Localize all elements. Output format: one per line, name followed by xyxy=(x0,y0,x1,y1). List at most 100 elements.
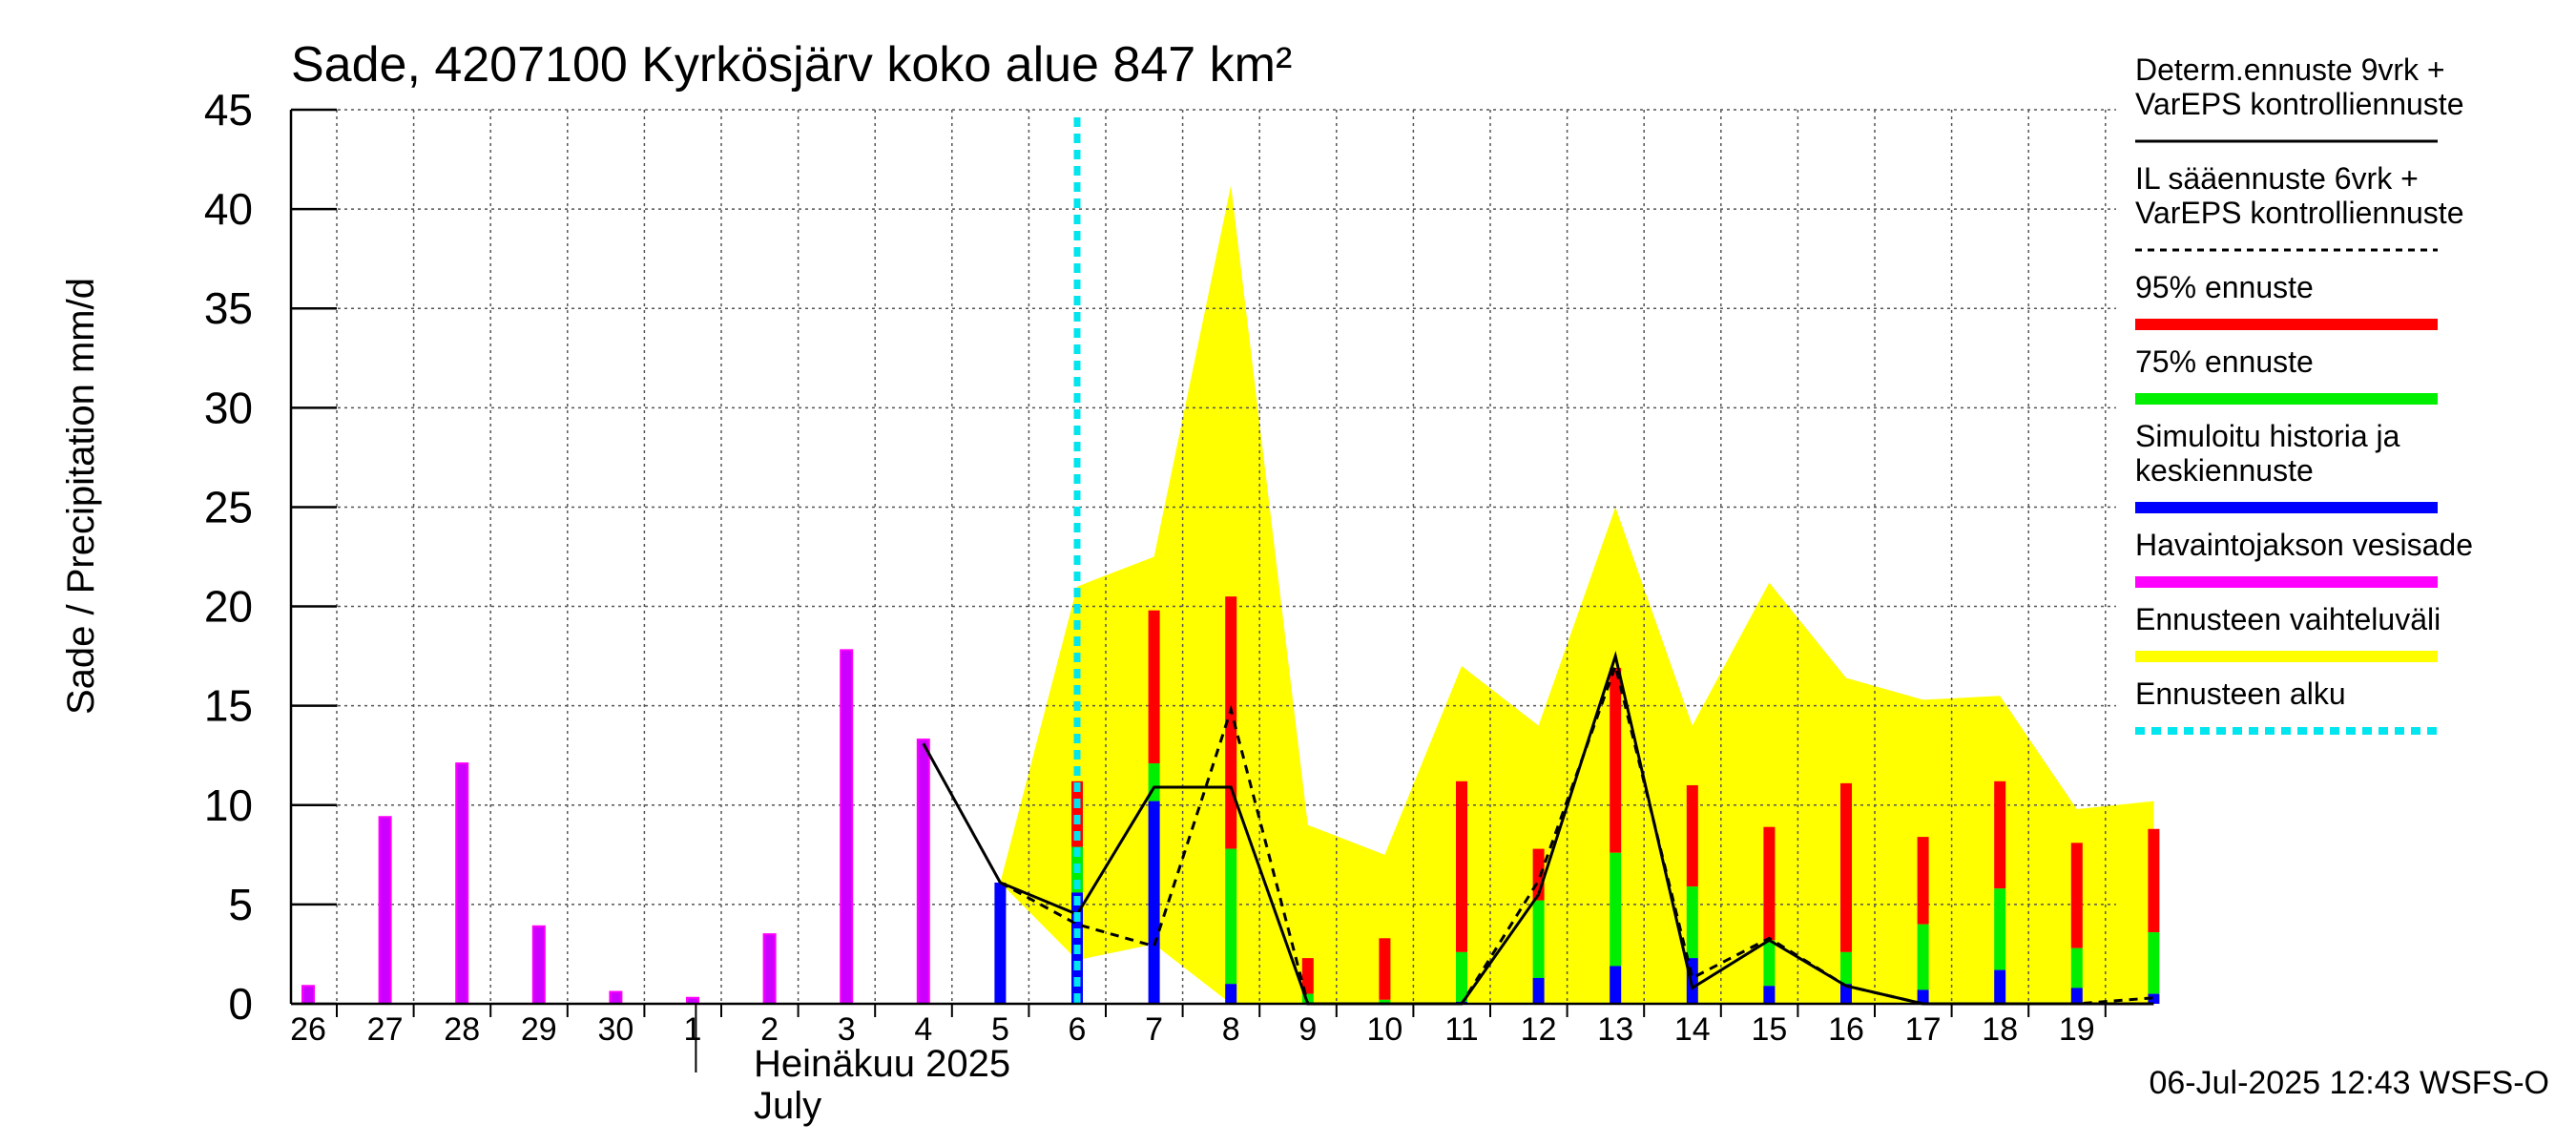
forecast-bar-p95 xyxy=(1379,938,1391,1000)
legend-label: 95% ennuste xyxy=(2135,270,2314,304)
forecast-bar-p75 xyxy=(1763,940,1776,987)
y-axis-label: Sade / Precipitation mm/d xyxy=(60,278,102,715)
legend-label: Simuloitu historia ja xyxy=(2135,419,2400,453)
legend-entry: Ennusteen alku xyxy=(2135,677,2438,735)
forecast-bar-p95 xyxy=(1917,837,1929,925)
legend-entry: Havaintojakson vesisade xyxy=(2135,528,2473,588)
y-tick-label: 35 xyxy=(204,283,253,333)
forecast-bar-median xyxy=(1917,989,1929,1004)
forecast-bar-p75 xyxy=(2070,947,2083,989)
x-tick-label: 15 xyxy=(1751,1011,1787,1048)
x-tick-label: 2 xyxy=(760,1011,779,1048)
y-tick-label: 10 xyxy=(204,781,253,830)
grid xyxy=(291,109,2116,1004)
legend-label: VarEPS kontrolliennuste xyxy=(2135,87,2463,121)
forecast-bar-median xyxy=(1763,986,1776,1004)
observed-bar xyxy=(762,933,777,1005)
observed-bar xyxy=(916,739,930,1005)
forecast-bar-p95 xyxy=(1301,958,1314,994)
forecast-bar-p95 xyxy=(1686,784,1698,887)
forecast-bar-p95 xyxy=(1225,596,1237,849)
x-tick-label: 17 xyxy=(1905,1011,1942,1048)
timestamp-footer: 06-Jul-2025 12:43 WSFS-O xyxy=(2149,1065,2549,1101)
forecast-bar-p95 xyxy=(1840,782,1852,952)
x-tick-label: 6 xyxy=(1069,1011,1087,1048)
x-tick-label: 14 xyxy=(1674,1011,1711,1048)
observed-bar xyxy=(455,762,469,1005)
chart-title: Sade, 4207100 Kyrkösjärv koko alue 847 k… xyxy=(291,37,1292,93)
legend-label: IL sääennuste 6vrk + xyxy=(2135,161,2419,196)
range-band-area xyxy=(1000,185,2154,1004)
forecast-bar-median xyxy=(1532,977,1545,1004)
y-tick-label: 30 xyxy=(204,383,253,432)
legend-entry: Determ.ennuste 9vrk +VarEPS kontrollienn… xyxy=(2135,52,2463,143)
y-tick-label: 15 xyxy=(204,681,253,731)
legend-entry: Ennusteen vaihteluväli xyxy=(2135,602,2441,662)
forecast-bar-p75 xyxy=(1301,993,1314,1004)
legend-entry: 95% ennuste xyxy=(2135,270,2438,330)
forecast-bar-p95 xyxy=(1071,781,1083,847)
forecast-bar-p95 xyxy=(2148,828,2160,933)
forecast-bar-p75 xyxy=(1994,888,2006,970)
x-tick-label: 30 xyxy=(597,1011,634,1048)
forecast-bar-p75 xyxy=(1532,900,1545,978)
legend-entry: IL sääennuste 6vrk + VarEPS kontrollienn… xyxy=(2135,161,2463,252)
y-tick-label: 0 xyxy=(228,979,253,1029)
forecast-bar-p75 xyxy=(1686,886,1698,959)
forecast-bar-p95 xyxy=(1148,610,1160,764)
x-tick-label: 8 xyxy=(1222,1011,1240,1048)
legend-label: VarEPS kontrolliennuste xyxy=(2135,196,2463,230)
legend-entry: 75% ennuste xyxy=(2135,344,2438,405)
x-tick-label: 1 xyxy=(684,1011,702,1048)
y-tick-label: 45 xyxy=(204,85,253,135)
y-tick-label: 20 xyxy=(204,582,253,632)
x-tick-label: 3 xyxy=(838,1011,856,1048)
forecast-bar-p95 xyxy=(1456,781,1467,952)
forecast-bar-p75 xyxy=(1610,852,1622,967)
legend-label: Determ.ennuste 9vrk + xyxy=(2135,52,2445,87)
forecast-bar-median xyxy=(1994,969,2006,1004)
observed-bar xyxy=(301,985,315,1006)
month-label-finnish: Heinäkuu 2025 xyxy=(754,1043,1010,1085)
x-tick-label: 27 xyxy=(367,1011,404,1048)
y-tick-label: 25 xyxy=(204,482,253,531)
x-tick-label: 18 xyxy=(1982,1011,2018,1048)
x-tick-label: 7 xyxy=(1145,1011,1163,1048)
forecast-bar-p95 xyxy=(1610,668,1622,853)
forecast-bar-p95 xyxy=(1763,826,1776,941)
forecast-bar-median xyxy=(1840,984,1852,1004)
x-tick-label: 13 xyxy=(1597,1011,1633,1048)
forecast-bar-median xyxy=(2070,988,2083,1004)
forecast-bar-p75 xyxy=(1379,999,1391,1004)
legend-label: Havaintojakson vesisade xyxy=(2135,528,2473,562)
legend-label: Ennusteen alku xyxy=(2135,677,2346,711)
x-tick-label: 16 xyxy=(1828,1011,1864,1048)
forecast-bar-p75 xyxy=(1840,951,1852,985)
x-tick-label: 12 xyxy=(1521,1011,1557,1048)
y-tick-label: 40 xyxy=(204,184,253,234)
legend: Determ.ennuste 9vrk +VarEPS kontrollienn… xyxy=(2135,52,2473,735)
x-tick-label: 5 xyxy=(991,1011,1009,1048)
y-tick-label: 5 xyxy=(228,880,253,929)
x-tick-label: 28 xyxy=(444,1011,480,1048)
forecast-bar-p75 xyxy=(1225,848,1237,985)
month-label-english: July xyxy=(754,1085,821,1127)
forecast-bar-p95 xyxy=(2070,843,2083,948)
forecast-bar-median xyxy=(1225,984,1237,1004)
x-tick-label: 10 xyxy=(1366,1011,1402,1048)
forecast-range-band xyxy=(1000,185,2154,1004)
x-tick-label: 19 xyxy=(2059,1011,2095,1048)
observed-bar xyxy=(531,925,546,1005)
x-tick-label: 26 xyxy=(290,1011,326,1048)
x-tick-label: 29 xyxy=(521,1011,557,1048)
x-tick-label: 9 xyxy=(1298,1011,1317,1048)
forecast-bar-median xyxy=(1148,801,1160,1004)
x-tick-label: 4 xyxy=(914,1011,932,1048)
forecast-bar-p75 xyxy=(1917,924,1929,990)
observed-bar xyxy=(378,816,392,1005)
x-tick-label: 11 xyxy=(1444,1011,1478,1048)
forecast-bar-median xyxy=(2148,993,2160,1004)
